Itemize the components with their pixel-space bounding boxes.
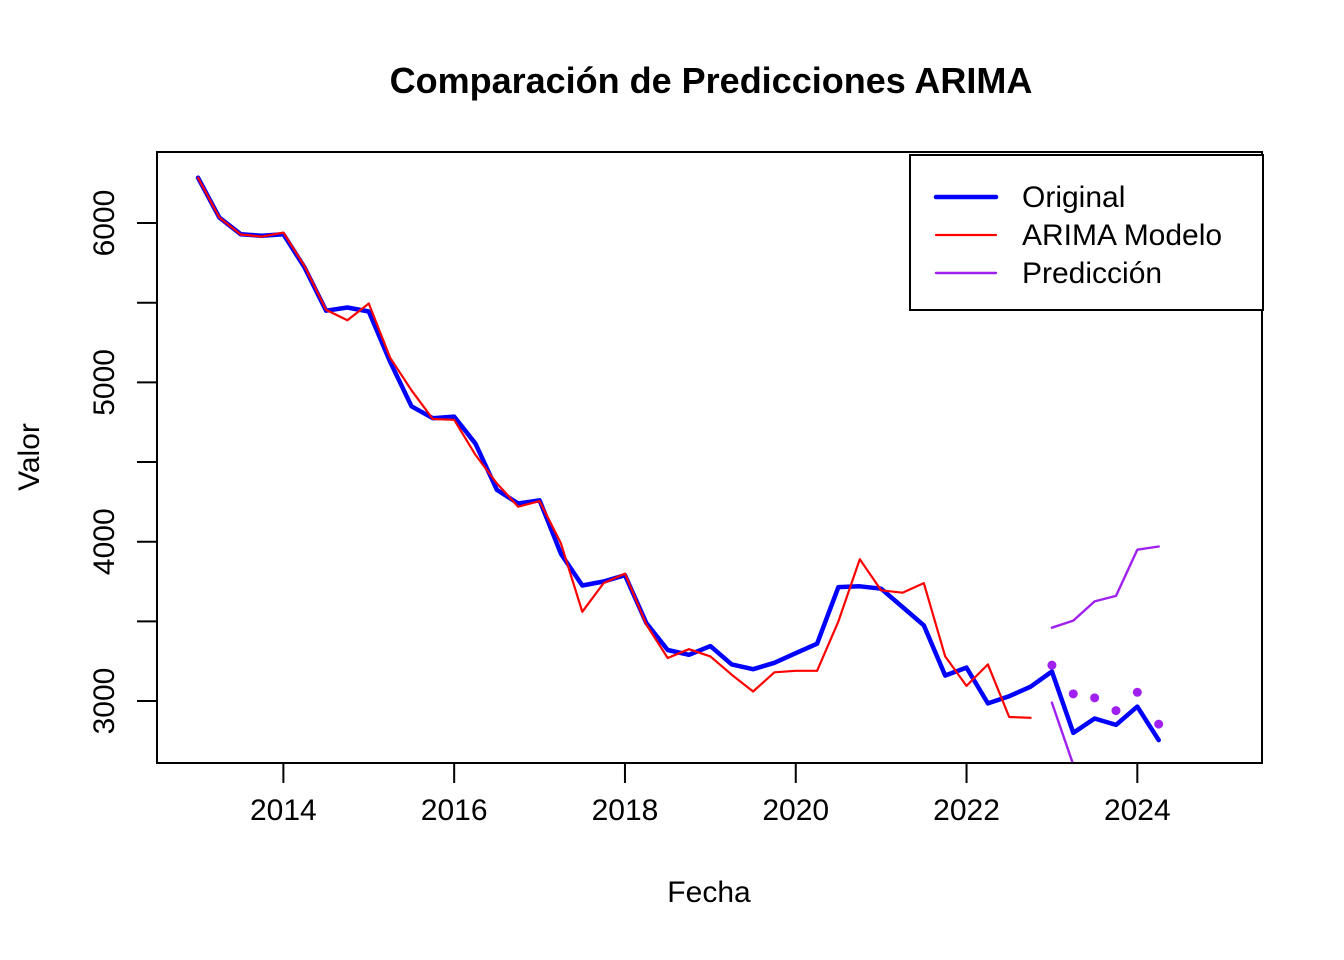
x-axis-tick-label: 2016 [421,794,488,827]
y-axis-tick-label: 4000 [88,508,121,575]
prediccion-puntos-point [1047,660,1057,670]
prediccion-puntos-point [1154,719,1164,729]
x-axis-title: Fecha [667,876,751,909]
prediccion-puntos-point [1090,693,1100,703]
prediccion-puntos-point [1132,687,1142,697]
x-axis-tick-label: 2018 [592,794,659,827]
chart-title: Comparación de Predicciones ARIMA [389,60,1033,101]
legend-label-original: Original [1022,181,1125,214]
legend-box [909,154,1264,311]
prediccion-puntos-point [1068,689,1078,699]
legend-label-arima-modelo: ARIMA Modelo [1022,219,1222,252]
x-axis-tick-label: 2024 [1104,794,1171,827]
prediccion-puntos-point [1111,706,1121,716]
y-axis-title: Valor [13,423,46,491]
plot-border [156,151,1263,764]
y-axis-tick-label: 6000 [88,190,121,257]
prediccion-linea-line [1050,545,1160,629]
legend-label-predicción: Predicción [1022,257,1162,290]
x-axis-tick-label: 2014 [250,794,317,827]
original-line [195,175,1161,743]
series-layer [195,175,1164,763]
prediccion-linea-inferior-line [1050,701,1074,763]
x-axis-tick-label: 2020 [762,794,829,827]
arima-modelo-line [196,176,1032,719]
y-axis-tick-label: 3000 [88,668,121,735]
y-axis-tick-label: 5000 [88,349,121,416]
x-axis-tick-label: 2022 [933,794,1000,827]
